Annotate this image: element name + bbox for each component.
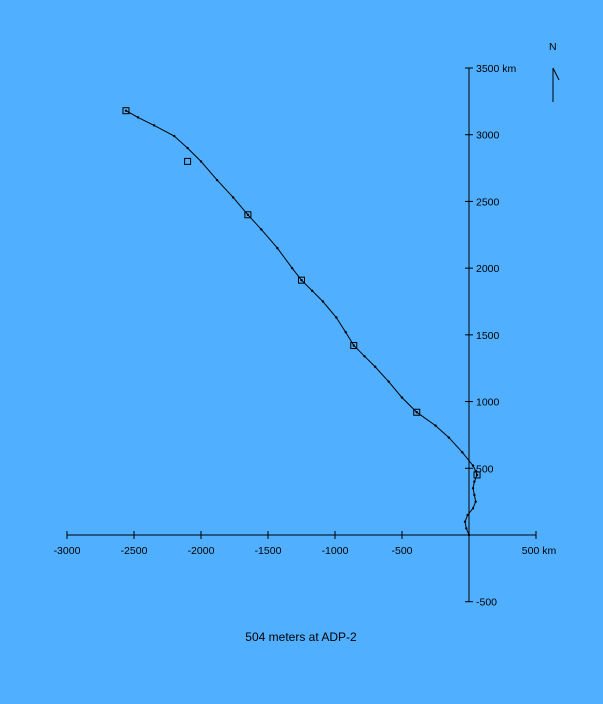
track-point: [471, 464, 475, 467]
track-point: [231, 196, 235, 199]
y-tick-label: 2500: [476, 196, 500, 208]
track-point: [475, 473, 479, 477]
tick-labels: -3000 -2500 -2000 -1500 -1000 -500 500 km -500 5…: [54, 63, 557, 609]
track-point: [465, 527, 468, 530]
track-point: [321, 300, 325, 303]
x-tick-label: -3000: [54, 545, 81, 557]
track-point: [186, 146, 189, 150]
track-point: [387, 380, 390, 383]
y-tick-label: 3000: [476, 130, 500, 142]
track-point: [311, 289, 314, 293]
track-point: [290, 266, 294, 270]
y-tick-label: -500: [476, 597, 497, 609]
track-point: [352, 344, 355, 347]
track-point: [300, 278, 303, 282]
track-point: [335, 316, 338, 319]
track-marker: [122, 107, 130, 115]
north-indicator: N: [549, 41, 560, 102]
track-point: [344, 330, 347, 334]
track-point: [374, 365, 377, 369]
x-tick-label: -500: [391, 545, 412, 557]
x-tick-label: -2000: [188, 545, 215, 557]
north-label: N: [549, 41, 557, 53]
track-marker: [350, 342, 358, 350]
track-point: [152, 124, 156, 127]
track-point: [260, 228, 263, 231]
north-arrow-head: [552, 67, 560, 81]
track-point: [246, 213, 250, 216]
track-marker: [298, 276, 305, 284]
y-tick-label: 500: [476, 463, 494, 475]
track-point: [215, 178, 219, 182]
track-point: [434, 424, 437, 427]
track-point: [471, 487, 475, 490]
track-marker: [413, 408, 421, 416]
y-tick-label: 3500 km: [476, 63, 517, 75]
track-marker: [244, 211, 252, 219]
y-tick-label: 1000: [476, 397, 500, 409]
track-marker: [473, 471, 481, 479]
track-marker: [184, 157, 192, 165]
track-point: [173, 134, 176, 138]
track-point: [199, 160, 203, 163]
track-point: [363, 355, 366, 358]
x-tick-label: -2500: [121, 545, 148, 557]
track-point: [474, 500, 477, 503]
track-markers: [122, 107, 481, 537]
x-tick-label: -1500: [255, 545, 282, 557]
track-point: [461, 451, 464, 454]
track-line: [125, 110, 478, 536]
chart-caption: 504 meters at ADP-2: [245, 630, 357, 644]
track-point: [473, 493, 476, 497]
track-point: [124, 109, 128, 112]
track-point: [447, 436, 451, 439]
y-tick-label: 1500: [476, 330, 500, 342]
track-point: [415, 411, 418, 414]
tick-marks: [66, 67, 537, 603]
track-point: [136, 116, 140, 119]
track-point: [276, 246, 279, 250]
track-point: [473, 480, 476, 483]
track-point: [471, 507, 475, 510]
track-point: [400, 396, 404, 399]
x-tick-label: -1000: [322, 545, 349, 557]
x-tick-label: 500 km: [522, 545, 557, 557]
track-point: [463, 520, 467, 523]
y-tick-label: 2000: [476, 263, 500, 275]
track-point: [467, 533, 471, 537]
track-point: [466, 513, 469, 517]
